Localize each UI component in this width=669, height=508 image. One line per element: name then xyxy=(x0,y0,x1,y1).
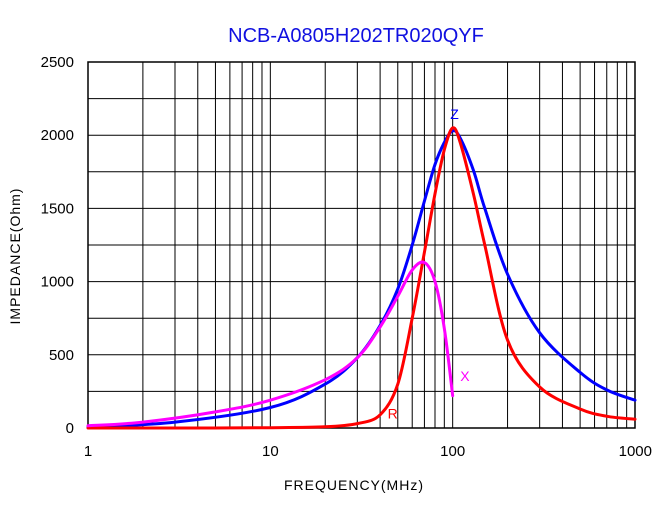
curve-label-r: R xyxy=(388,405,398,421)
series-line-z xyxy=(86,129,637,429)
series-layer xyxy=(86,126,637,430)
x-tick-label: 1 xyxy=(84,443,92,460)
y-tick-labels: 0 500 1000 1500 2000 2500 xyxy=(41,54,74,437)
x-tick-label: 10 xyxy=(262,443,279,460)
y-tick-label: 2000 xyxy=(41,127,74,144)
x-tick-labels: 1 10 100 1000 xyxy=(84,443,652,460)
y-tick-label: 2500 xyxy=(41,54,74,71)
curve-label-x: X xyxy=(460,368,470,384)
series-line-r xyxy=(86,126,637,430)
y-tick-label: 500 xyxy=(49,347,74,364)
plot-frame xyxy=(87,61,636,429)
chart-title: NCB-A0805H202TR020QYF xyxy=(228,25,484,47)
curve-labels: Z R X xyxy=(388,106,471,421)
grid xyxy=(88,62,635,428)
series-line-x xyxy=(86,260,455,428)
y-tick-label: 1000 xyxy=(41,274,74,291)
x-tick-label: 100 xyxy=(440,443,465,460)
curve-label-z: Z xyxy=(450,106,459,122)
x-tick-label: 1000 xyxy=(619,443,652,460)
y-axis-label: IMPEDANCE(Ohm) xyxy=(7,188,23,325)
y-tick-label: 0 xyxy=(66,420,74,437)
y-tick-label: 1500 xyxy=(41,200,74,217)
x-axis-label: FREQUENCY(MHz) xyxy=(284,477,424,493)
